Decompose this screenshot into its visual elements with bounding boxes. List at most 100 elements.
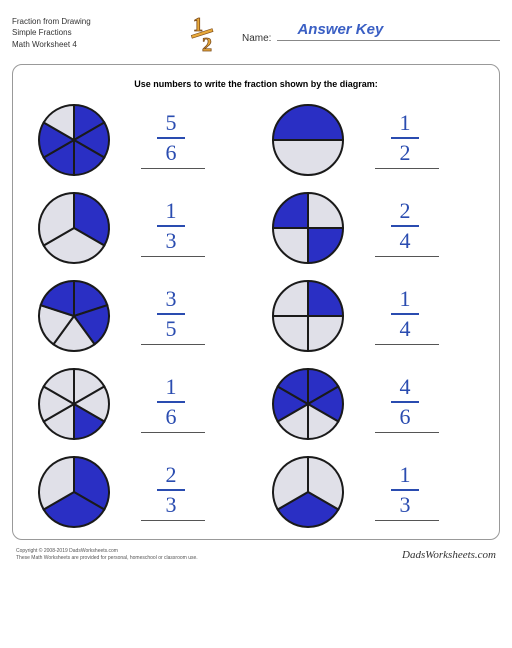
fraction-item: 2 4 [271, 191, 475, 265]
pie-chart-icon [271, 279, 345, 353]
pie-chart-icon [271, 455, 345, 529]
pie-chart-icon [37, 455, 111, 529]
title-line-2: Simple Fractions [12, 27, 142, 38]
fraction-item: 5 6 [37, 103, 241, 177]
fraction-answer: 2 4 [375, 200, 435, 257]
header: Fraction from Drawing Simple Fractions M… [12, 8, 500, 58]
fraction-bar [391, 137, 419, 139]
pie-chart-icon [271, 367, 345, 441]
instruction-text: Use numbers to write the fraction shown … [27, 79, 485, 89]
fraction-display: 2 3 [141, 464, 201, 516]
name-label: Name: [242, 33, 271, 44]
denominator: 2 [400, 142, 411, 164]
answer-line [141, 256, 205, 257]
answer-line [141, 432, 205, 433]
title-line-1: Fraction from Drawing [12, 16, 142, 27]
half-fraction-logo-icon: 12 [180, 11, 224, 55]
denominator: 5 [166, 318, 177, 340]
pie-chart-icon [37, 367, 111, 441]
fraction-bar [157, 313, 185, 315]
pie-chart-icon [37, 279, 111, 353]
header-title: Fraction from Drawing Simple Fractions M… [12, 16, 142, 50]
fraction-display: 5 6 [141, 112, 201, 164]
fraction-answer: 1 6 [141, 376, 201, 433]
answer-line [375, 168, 439, 169]
numerator: 4 [400, 376, 411, 398]
fraction-bar [391, 401, 419, 403]
numerator: 5 [166, 112, 177, 134]
fraction-display: 2 4 [375, 200, 435, 252]
footer: Copyright © 2008-2019 DadsWorksheets.com… [12, 548, 500, 562]
svg-text:2: 2 [202, 34, 212, 55]
numerator: 2 [400, 200, 411, 222]
fraction-answer: 5 6 [141, 112, 201, 169]
fraction-bar [157, 225, 185, 227]
pie-chart-icon [37, 103, 111, 177]
numerator: 2 [166, 464, 177, 486]
numerator: 1 [166, 200, 177, 222]
denominator: 4 [400, 318, 411, 340]
title-line-3: Math Worksheet 4 [12, 39, 142, 50]
fraction-display: 4 6 [375, 376, 435, 428]
answer-line [375, 256, 439, 257]
fraction-bar [391, 225, 419, 227]
fraction-item: 3 5 [37, 279, 241, 353]
fraction-item: 2 3 [37, 455, 241, 529]
fraction-item: 1 6 [37, 367, 241, 441]
fraction-answer: 4 6 [375, 376, 435, 433]
denominator: 3 [400, 494, 411, 516]
numerator: 1 [400, 288, 411, 310]
denominator: 6 [166, 142, 177, 164]
footer-brand: DadsWorksheets.com [402, 549, 496, 561]
fraction-item: 1 2 [271, 103, 475, 177]
pie-chart-icon [271, 191, 345, 265]
fraction-answer: 2 3 [141, 464, 201, 521]
fraction-grid: 5 6 1 2 1 3 2 [27, 103, 485, 529]
fraction-bar [157, 137, 185, 139]
fraction-bar [391, 313, 419, 315]
numerator: 3 [166, 288, 177, 310]
fraction-item: 4 6 [271, 367, 475, 441]
fraction-bar [157, 489, 185, 491]
name-line: Answer Key [277, 23, 500, 41]
answer-line [375, 344, 439, 345]
copyright-text: Copyright © 2008-2019 DadsWorksheets.com [16, 548, 198, 555]
footer-left: Copyright © 2008-2019 DadsWorksheets.com… [16, 548, 198, 562]
answer-line [141, 520, 205, 521]
fraction-answer: 1 3 [375, 464, 435, 521]
fraction-item: 1 3 [271, 455, 475, 529]
denominator: 3 [166, 230, 177, 252]
fraction-display: 1 3 [141, 200, 201, 252]
denominator: 6 [166, 406, 177, 428]
pie-chart-icon [271, 103, 345, 177]
footer-note: These Math Worksheets are provided for p… [16, 555, 198, 562]
fraction-answer: 1 3 [141, 200, 201, 257]
denominator: 6 [400, 406, 411, 428]
fraction-answer: 3 5 [141, 288, 201, 345]
numerator: 1 [400, 112, 411, 134]
fraction-item: 1 3 [37, 191, 241, 265]
fraction-display: 1 3 [375, 464, 435, 516]
fraction-item: 1 4 [271, 279, 475, 353]
fraction-answer: 1 4 [375, 288, 435, 345]
fraction-display: 1 2 [375, 112, 435, 164]
answer-line [375, 432, 439, 433]
fraction-bar [157, 401, 185, 403]
fraction-bar [391, 489, 419, 491]
name-area: Name: Answer Key [242, 23, 500, 44]
denominator: 4 [400, 230, 411, 252]
fraction-display: 1 4 [375, 288, 435, 340]
fraction-display: 1 6 [141, 376, 201, 428]
numerator: 1 [166, 376, 177, 398]
worksheet-page: Fraction from Drawing Simple Fractions M… [12, 8, 500, 562]
denominator: 3 [166, 494, 177, 516]
answer-line [141, 168, 205, 169]
answer-key-text: Answer Key [297, 21, 383, 38]
fraction-display: 3 5 [141, 288, 201, 340]
answer-line [375, 520, 439, 521]
content-box: Use numbers to write the fraction shown … [12, 64, 500, 540]
answer-line [141, 344, 205, 345]
pie-chart-icon [37, 191, 111, 265]
fraction-answer: 1 2 [375, 112, 435, 169]
numerator: 1 [400, 464, 411, 486]
